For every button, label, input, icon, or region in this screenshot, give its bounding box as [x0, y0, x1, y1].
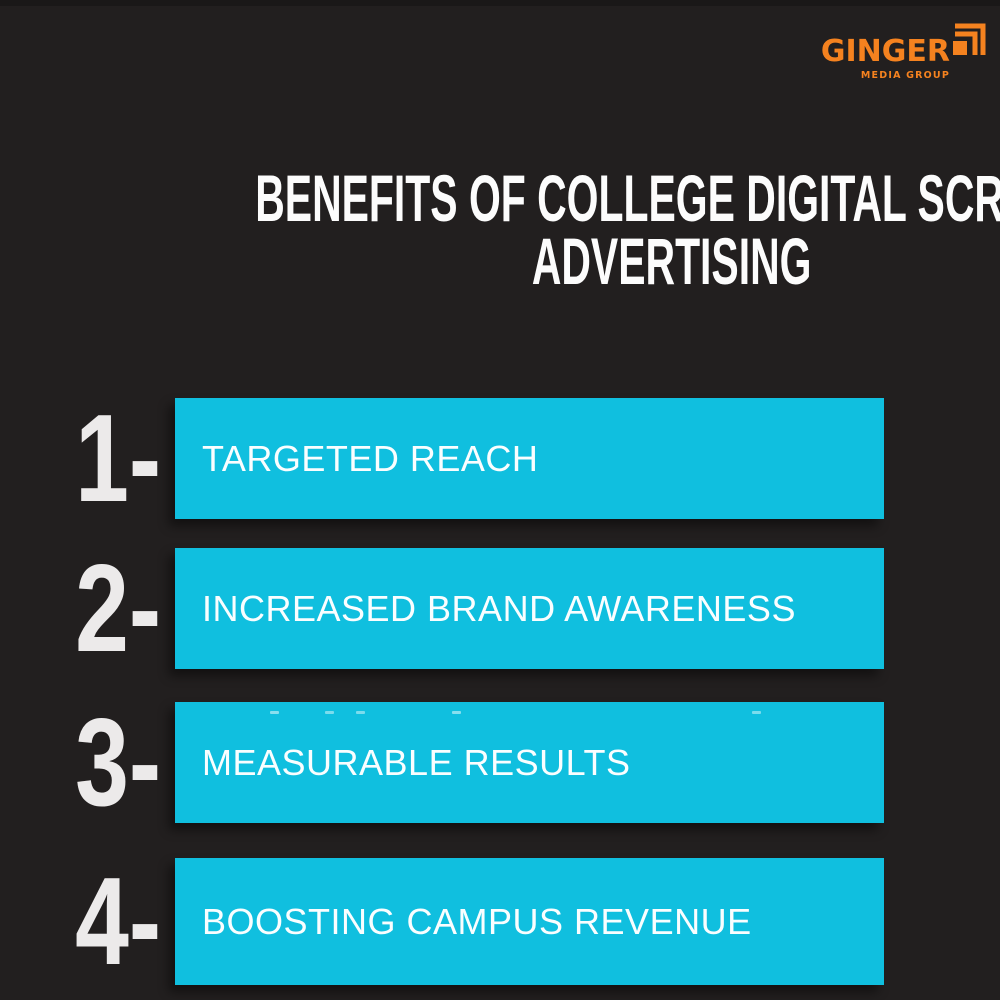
benefit-bar-2: INCREASED BRAND AWARENESS [175, 548, 884, 669]
benefit-number-4: 4- [62, 860, 175, 984]
page-title-line-1: BENEFITS OF COLLEGE DIGITAL SCREEN [255, 161, 1000, 235]
benefit-number-3: 3- [62, 701, 175, 825]
benefits-list: 1- TARGETED REACH 2- INCREASED BRAND AWA… [62, 397, 884, 985]
ginger-media-group-logo: GINGER MEDIA GROUP [782, 10, 992, 95]
benefit-label-4: BOOSTING CAMPUS REVENUE [202, 900, 752, 942]
benefit-number-2-text: 2- [75, 539, 162, 678]
benefit-label-3: MEASURABLE RESULTS [202, 741, 631, 783]
brand-tagline: MEDIA GROUP [860, 70, 950, 81]
brand-name: GINGER [820, 34, 950, 69]
top-edge-strip [0, 0, 1000, 6]
benefit-label-2: INCREASED BRAND AWARENESS [202, 587, 796, 629]
benefit-bar-4: BOOSTING CAMPUS REVENUE [175, 858, 884, 985]
benefit-label-1: TARGETED REACH [202, 437, 539, 479]
benefit-number-1-text: 1- [75, 389, 162, 528]
benefit-number-4-text: 4- [75, 852, 162, 991]
page-title: BENEFITS OF COLLEGE DIGITAL SCREEN ADVER… [0, 161, 1000, 299]
stacked-frames-icon [953, 23, 986, 55]
benefit-number-1: 1- [62, 397, 175, 521]
benefit-bar-1: TARGETED REACH [175, 398, 884, 519]
benefit-row-1: 1- TARGETED REACH [62, 397, 884, 521]
ghost-text-artifact [270, 711, 279, 714]
benefit-bar-3: MEASURABLE RESULTS [175, 702, 884, 823]
page-title-line-2: ADVERTISING [531, 224, 812, 299]
benefit-number-3-text: 3- [75, 693, 162, 832]
benefit-number-2: 2- [62, 547, 175, 671]
benefit-row-3: 3- MEASURABLE RESULTS [62, 701, 884, 825]
benefit-row-4: 4- BOOSTING CAMPUS REVENUE [62, 858, 884, 985]
benefit-row-2: 2- INCREASED BRAND AWARENESS [62, 547, 884, 671]
